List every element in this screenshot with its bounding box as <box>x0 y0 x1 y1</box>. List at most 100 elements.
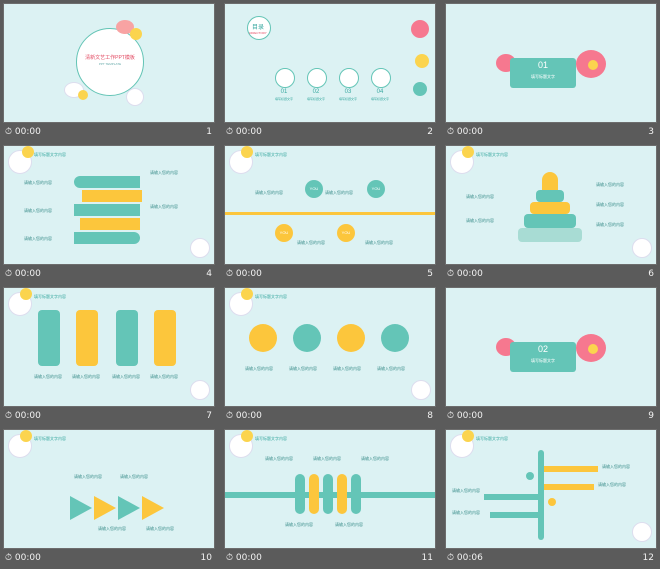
slide-canvas: 填写标题文字内容 请输入您的内容 请输入您的内容 请输入您的内容 请输入您的内容 <box>224 287 436 407</box>
node-label: YOU <box>341 230 351 235</box>
text-label: 请输入您的内容 <box>72 374 100 379</box>
flower-decoration <box>241 146 253 158</box>
slide-header: 填写标题文字内容 <box>476 152 508 157</box>
slide-thumbnail-6[interactable]: 填写标题文字内容 请输入您的内容 请输入您的内容 请输入您的内容 请输入您的内容… <box>445 145 657 285</box>
slide-duration: ⏱ 00:00 <box>5 269 41 279</box>
text-label: 请输入您的内容 <box>34 374 62 379</box>
wave-fold <box>295 474 305 514</box>
arrow-band <box>74 204 140 216</box>
slide-duration: ⏱ 00:00 <box>226 127 262 137</box>
text-label: 请输入您的内容 <box>333 366 361 371</box>
card-column <box>38 310 60 366</box>
directory-item-icon <box>371 68 391 88</box>
slide-thumbnail-4[interactable]: 填写标题文字内容 请输入您的内容 请输入您的内容 请输入您的内容 请输入您的内容… <box>3 145 215 285</box>
timeline-node <box>367 180 385 198</box>
directory-item-label: 填写标题文字 <box>306 97 325 101</box>
pyramid-tier <box>542 172 558 190</box>
slide-header: 填写标题文字内容 <box>255 294 287 299</box>
text-label: 请输入您的内容 <box>150 204 178 209</box>
text-label: 请输入您的内容 <box>297 240 325 245</box>
timeline-line <box>225 212 435 215</box>
slide-number: 2 <box>427 127 433 137</box>
directory-item-number: 03 <box>344 89 352 95</box>
chevron-arrow <box>70 496 92 520</box>
slide-duration: ⏱ 00:00 <box>5 411 41 421</box>
card-column <box>116 310 138 366</box>
slide-number: 4 <box>206 269 212 279</box>
arrow-band <box>74 176 140 188</box>
slide-thumbnail-8[interactable]: 填写标题文字内容 请输入您的内容 请输入您的内容 请输入您的内容 请输入您的内容… <box>224 287 436 427</box>
section-card <box>510 342 576 372</box>
slide-duration: ⏱ 00:00 <box>226 553 262 563</box>
feature-circle <box>381 324 409 352</box>
directory-circle <box>247 16 271 40</box>
node-label: YOU <box>309 186 319 191</box>
pyramid-tier <box>524 214 576 228</box>
card-column <box>154 310 176 366</box>
slide-canvas: 目录 DIRECTORY 01 填写标题文字 02 填写标题文字 03 填写标题… <box>224 3 436 123</box>
node-label: YOU <box>279 230 289 235</box>
slide-header: 填写标题文字内容 <box>34 436 66 441</box>
text-label: 请输入您的内容 <box>24 208 52 213</box>
slide-canvas: 01 填写标题文字 <box>445 3 657 123</box>
pyramid-tier <box>518 228 582 242</box>
slide-canvas: 填写标题文字内容 请输入您的内容 请输入您的内容 请输入您的内容 请输入您的内容… <box>224 429 436 549</box>
slide-thumbnail-9[interactable]: 02 填写标题文字 ⏱ 00:00 9 <box>445 287 657 427</box>
slide-thumbnail-5[interactable]: 填写标题文字内容 YOU YOU YOU YOU 请输入您的内容 请输入您的内容… <box>224 145 436 285</box>
slide-number: 8 <box>427 411 433 421</box>
text-label: 请输入您的内容 <box>245 366 273 371</box>
flower-decoration <box>411 380 431 400</box>
slide-duration: ⏱ 00:00 <box>447 411 483 421</box>
flower-decoration <box>20 288 32 300</box>
section-label: 填写标题文字 <box>531 74 555 79</box>
branch-arrow <box>490 512 538 518</box>
card-column <box>76 310 98 366</box>
slide-thumbnail-3[interactable]: 01 填写标题文字 ⏱ 00:00 3 <box>445 3 657 143</box>
text-label: 请输入您的内容 <box>602 464 630 469</box>
directory-item-number: 02 <box>312 89 320 95</box>
directory-item-icon <box>275 68 295 88</box>
arrow-band <box>74 232 140 244</box>
slide-subtitle: PPT TEMPLATE <box>98 62 122 66</box>
slide-header: 填写标题文字内容 <box>255 152 287 157</box>
text-label: 请输入您的内容 <box>596 222 624 227</box>
slide-thumbnail-10[interactable]: 填写标题文字内容 请输入您的内容 请输入您的内容 请输入您的内容 请输入您的内容… <box>3 429 215 569</box>
slide-canvas: 清新文艺工作PPT模板 PPT TEMPLATE <box>3 3 215 123</box>
flower-decoration <box>241 430 253 442</box>
flower-decoration <box>241 288 253 300</box>
pyramid-tier <box>530 202 570 214</box>
flower-decoration <box>190 238 210 258</box>
text-label: 请输入您的内容 <box>452 510 480 515</box>
flower-decoration <box>190 380 210 400</box>
flower-decoration <box>588 344 598 354</box>
flower-decoration <box>413 82 427 96</box>
text-label: 请输入您的内容 <box>289 366 317 371</box>
directory-item-icon <box>307 68 327 88</box>
feature-circle <box>249 324 277 352</box>
branch-icon <box>526 472 534 480</box>
slide-number: 3 <box>648 127 654 137</box>
chevron-arrow <box>118 496 140 520</box>
slide-thumbnail-11[interactable]: 填写标题文字内容 请输入您的内容 请输入您的内容 请输入您的内容 请输入您的内容… <box>224 429 436 569</box>
slide-duration: ⏱ 00:00 <box>226 411 262 421</box>
directory-item-number: 04 <box>376 89 384 95</box>
slide-number: 1 <box>206 127 212 137</box>
slide-thumbnail-12[interactable]: 填写标题文字内容 请输入您的内容 请输入您的内容 请输入您的内容 请输入您的内容… <box>445 429 657 569</box>
pyramid-tier <box>536 190 564 202</box>
directory-item-label: 填写标题文字 <box>338 97 357 101</box>
slide-canvas: 填写标题文字内容 请输入您的内容 请输入您的内容 请输入您的内容 请输入您的内容 <box>445 429 657 549</box>
text-label: 请输入您的内容 <box>466 218 494 223</box>
slide-thumbnail-7[interactable]: 填写标题文字内容 请输入您的内容 请输入您的内容 请输入您的内容 请输入您的内容… <box>3 287 215 427</box>
slide-thumbnail-2[interactable]: 目录 DIRECTORY 01 填写标题文字 02 填写标题文字 03 填写标题… <box>224 3 436 143</box>
text-label: 请输入您的内容 <box>150 374 178 379</box>
text-label: 请输入您的内容 <box>377 366 405 371</box>
text-label: 请输入您的内容 <box>24 180 52 185</box>
branch-arrow <box>544 466 598 472</box>
flower-decoration <box>78 90 88 100</box>
directory-item-label: 填写标题文字 <box>370 97 389 101</box>
flower-decoration <box>632 522 652 542</box>
section-number: 01 <box>537 60 548 70</box>
slide-canvas: 填写标题文字内容 YOU YOU YOU YOU 请输入您的内容 请输入您的内容… <box>224 145 436 265</box>
slide-number: 10 <box>200 553 212 563</box>
slide-thumbnail-1[interactable]: 清新文艺工作PPT模板 PPT TEMPLATE ⏱ 00:00 1 <box>3 3 215 143</box>
